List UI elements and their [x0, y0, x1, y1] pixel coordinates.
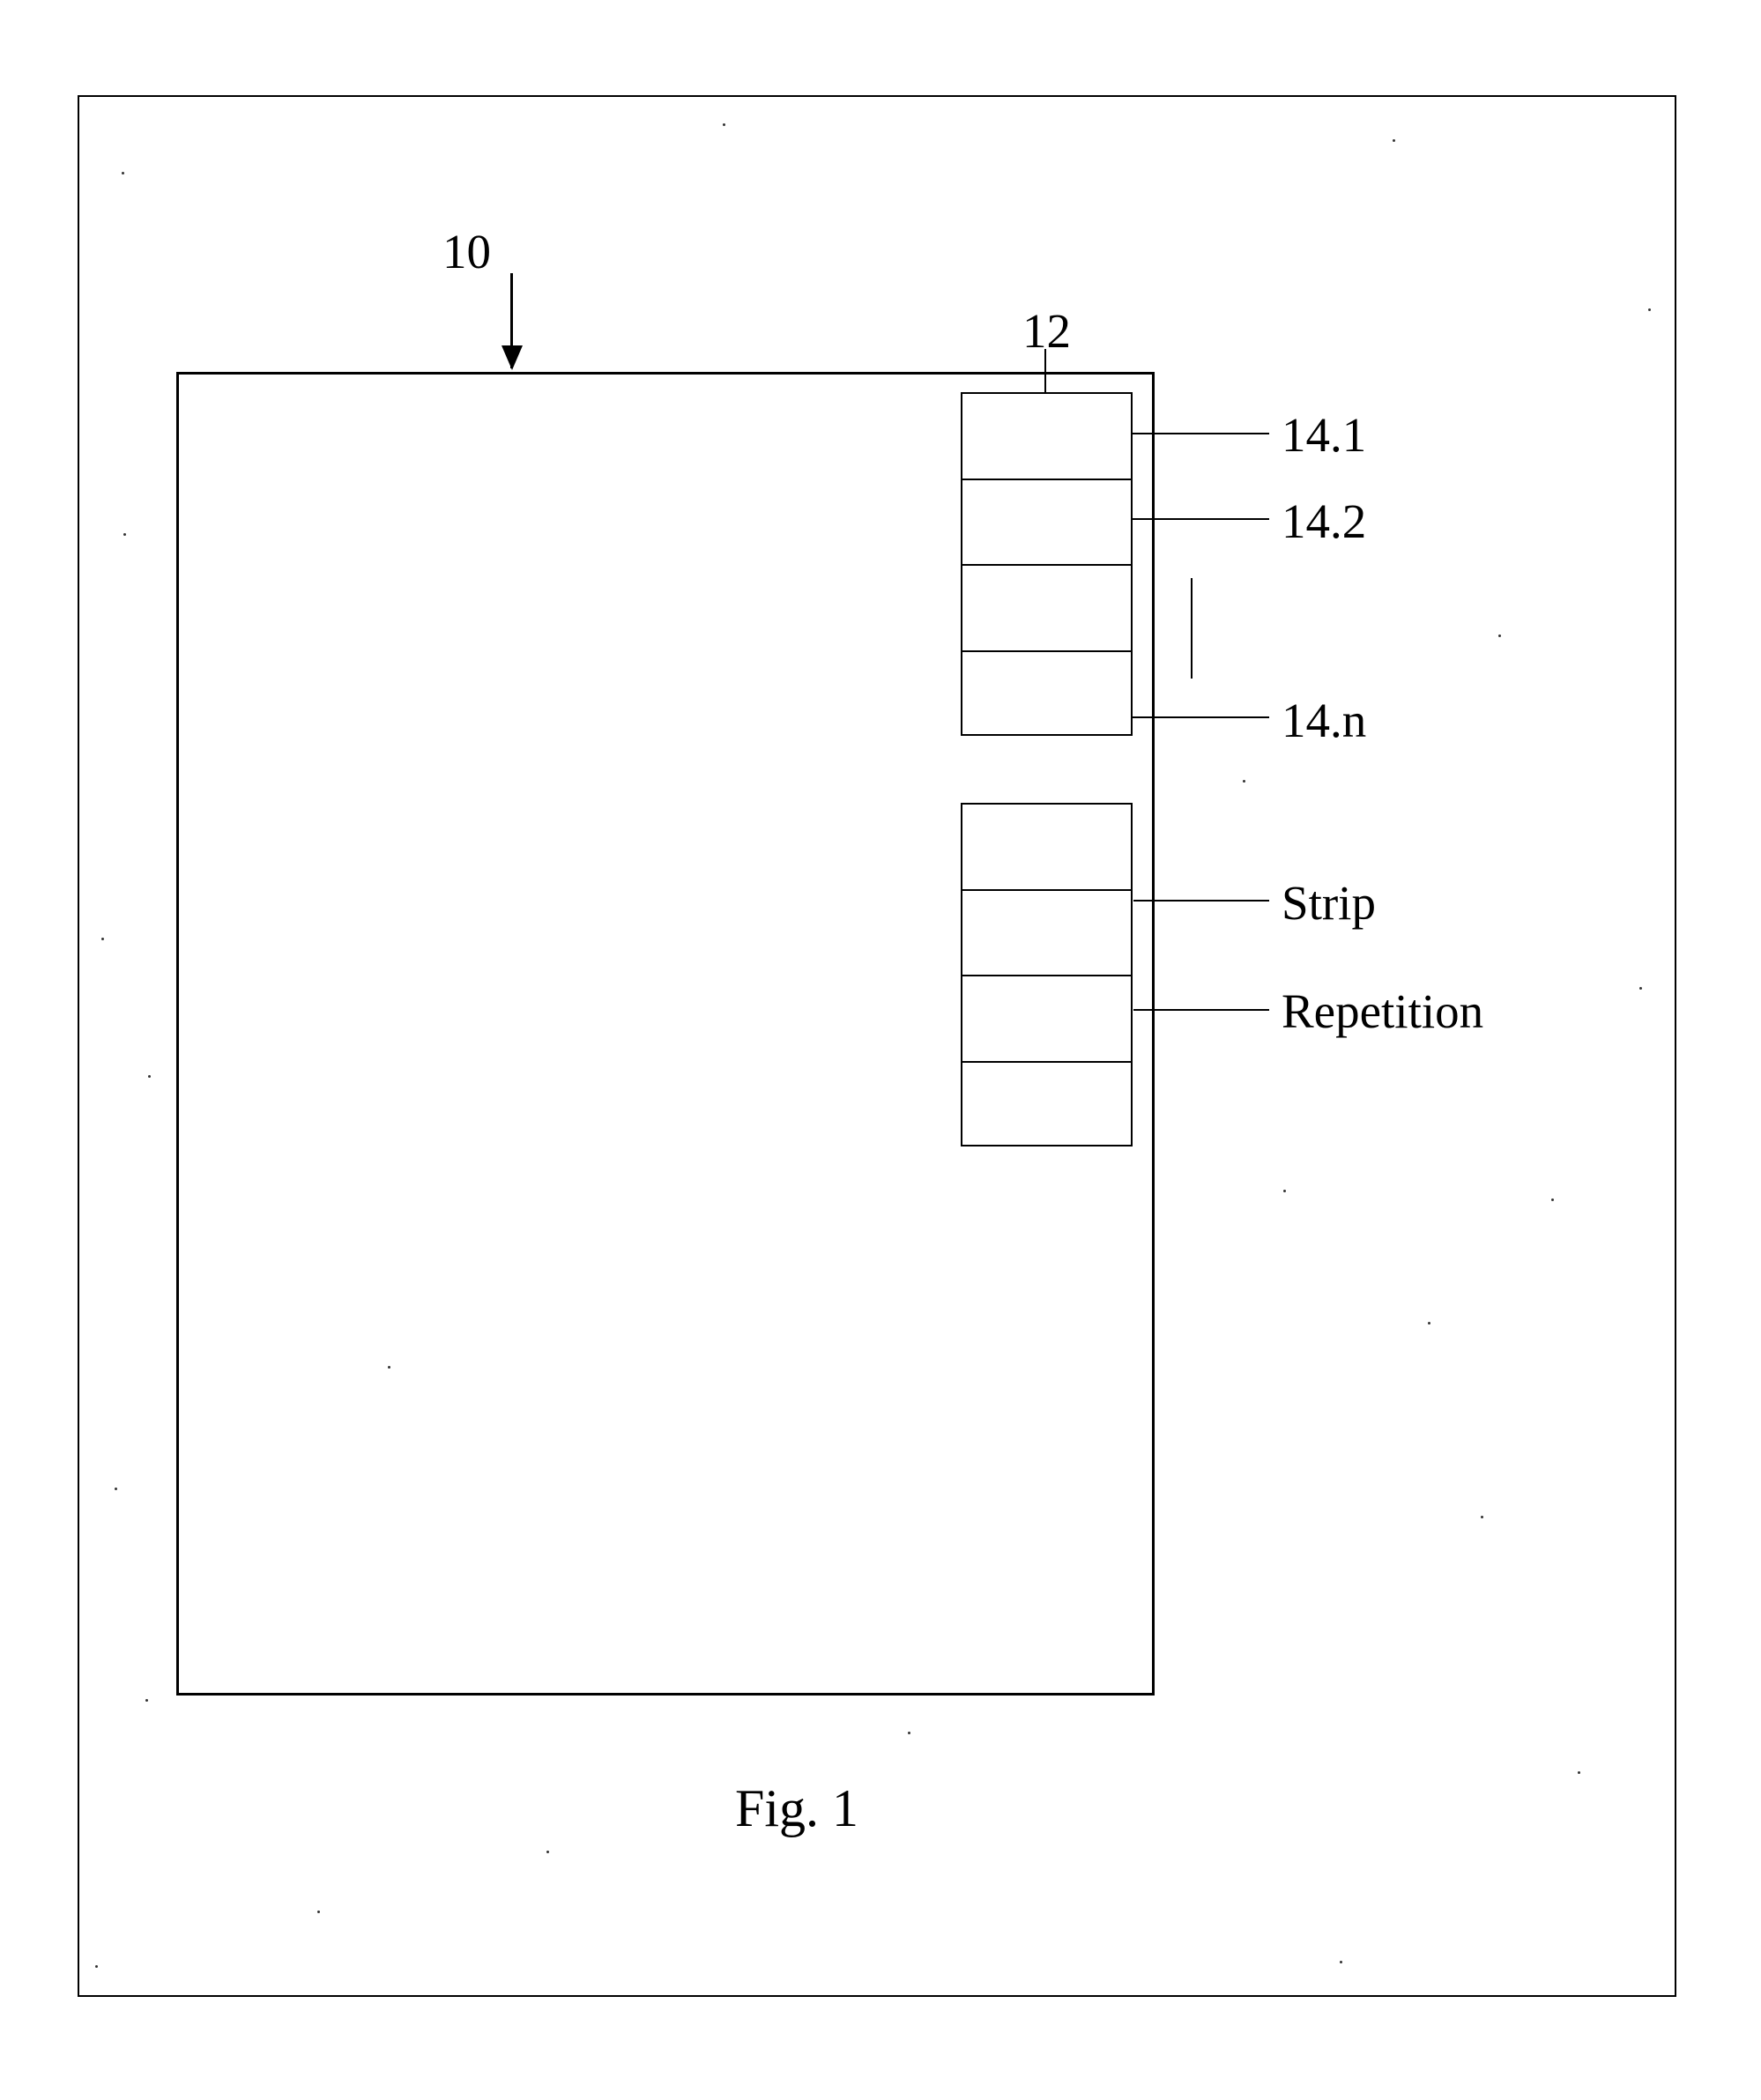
ref-label-14-2: 14.2	[1282, 493, 1366, 549]
leader-ref-14-n	[1133, 716, 1269, 718]
leader-repetition	[1133, 1009, 1269, 1011]
arrow-ref-10	[510, 273, 513, 368]
label-repetition: Repetition	[1282, 983, 1483, 1039]
leader-mid-ellipsis	[1191, 578, 1193, 679]
label-strip: Strip	[1282, 875, 1376, 931]
strip-subbox-3	[961, 564, 1133, 650]
strip-subbox-4	[961, 650, 1133, 737]
rep-subbox-3	[961, 975, 1133, 1061]
ref-label-14-1: 14.1	[1282, 407, 1366, 463]
rep-subbox-4	[961, 1061, 1133, 1147]
rep-subbox-1	[961, 803, 1133, 889]
ref-label-12: 12	[1022, 303, 1071, 359]
rep-subbox-2	[961, 889, 1133, 976]
leader-strip	[1133, 900, 1269, 902]
figure-caption: Fig. 1	[735, 1778, 858, 1839]
leader-ref-14-1	[1133, 433, 1269, 434]
ref-label-10: 10	[442, 224, 491, 279]
ref-label-14-n: 14.n	[1282, 693, 1366, 748]
leader-ref-14-2	[1133, 518, 1269, 520]
strip-subbox-2	[961, 479, 1133, 565]
strip-subbox-1	[961, 392, 1133, 479]
